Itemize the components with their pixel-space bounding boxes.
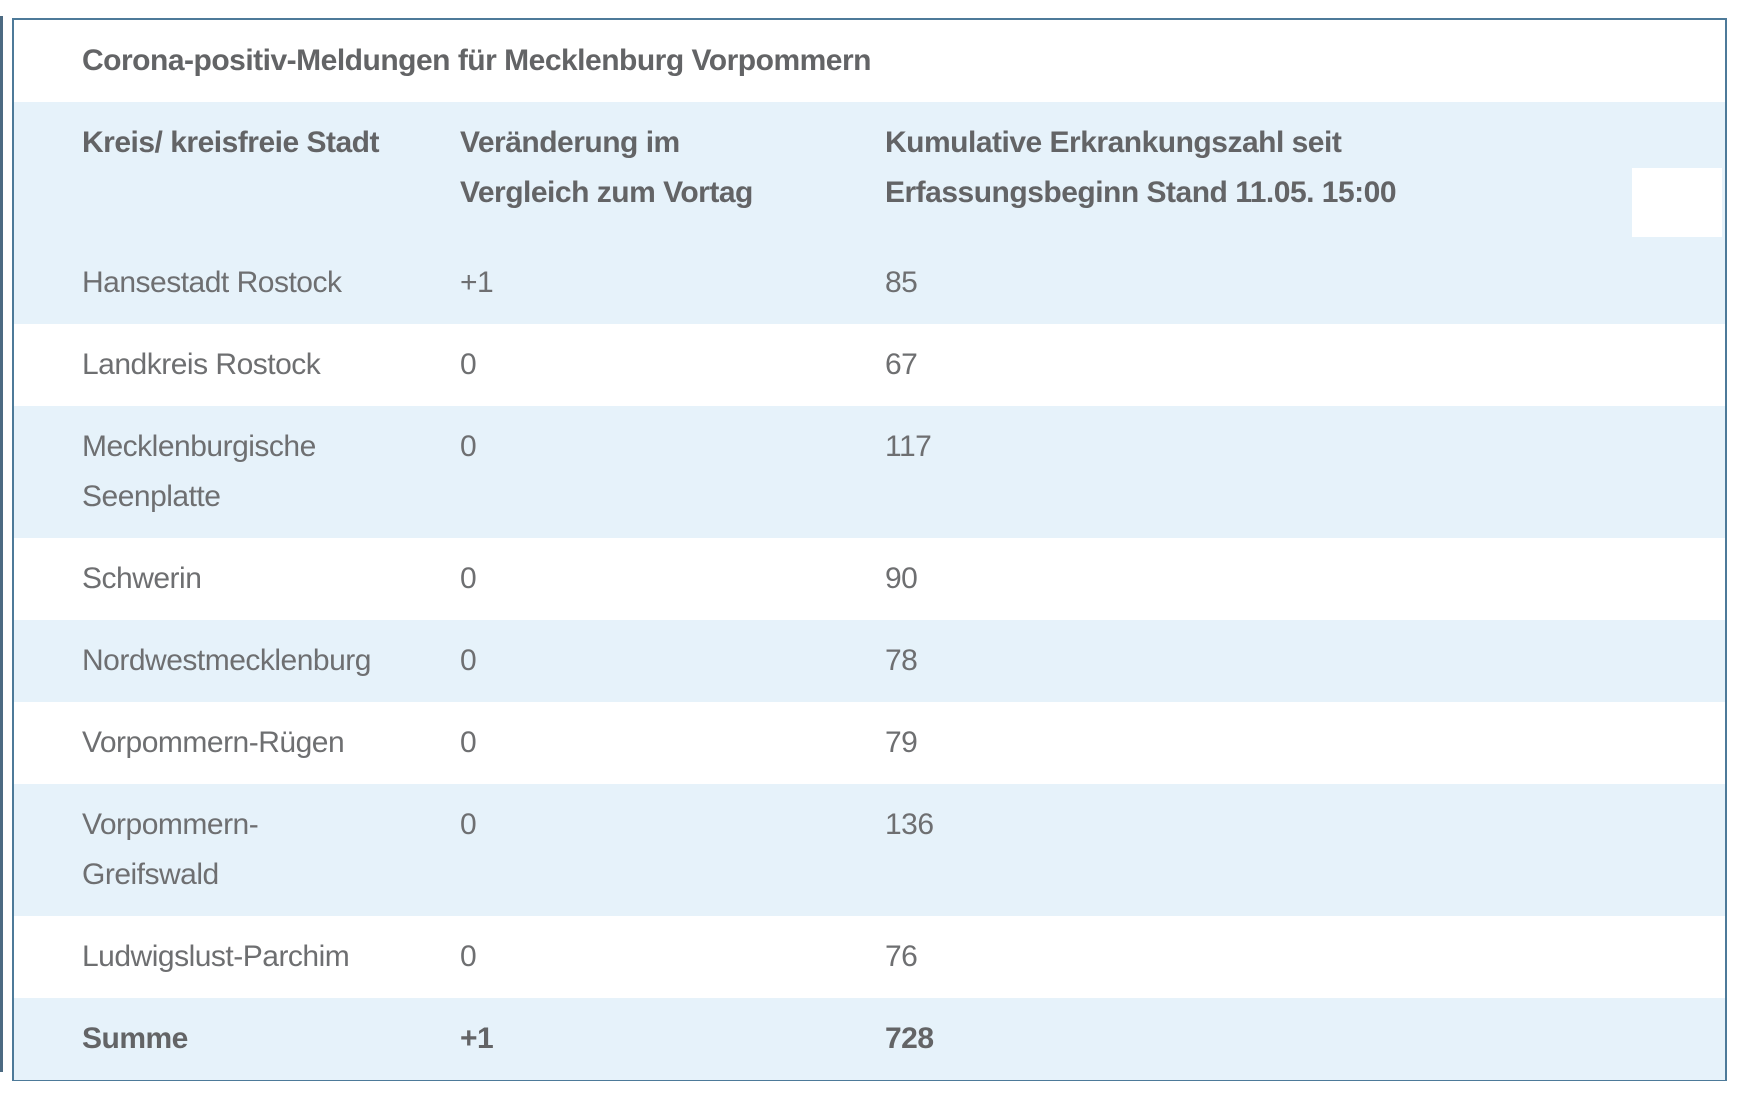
total-row-change: +1	[460, 998, 885, 1080]
viewport-edge-border	[0, 16, 3, 1072]
region-cell: Hansestadt Rostock	[14, 242, 460, 324]
region-cell: Mecklenburgische Seenplatte	[14, 406, 460, 538]
change-cell: 0	[460, 538, 885, 620]
cumulative-cell: 76	[885, 916, 1725, 998]
total-row-cumulative: 728	[885, 998, 1725, 1080]
cumulative-cell: 117	[885, 406, 1725, 538]
table-row: Landkreis Rostock 0 67	[14, 324, 1725, 406]
region-cell: Vorpommern- Greifswald	[14, 784, 460, 916]
table-row: Nordwestmecklenburg 0 78	[14, 620, 1725, 702]
change-cell: 0	[460, 702, 885, 784]
table-row: Hansestadt Rostock +1 85	[14, 242, 1725, 324]
change-cell: +1	[460, 242, 885, 324]
region-cell: Vorpommern-Rügen	[14, 702, 460, 784]
region-cell: Ludwigslust-Parchim	[14, 916, 460, 998]
total-row: Summe +1 728	[14, 998, 1725, 1080]
column-header-region: Kreis/ kreisfreie Stadt	[14, 102, 460, 242]
table-row: Vorpommern-Rügen 0 79	[14, 702, 1725, 784]
table-body: Hansestadt Rostock +1 85 Landkreis Rosto…	[14, 242, 1725, 1080]
table-title: Corona-positiv-Meldungen für Mecklenburg…	[14, 20, 1725, 102]
column-header-cumulative: Kumulative Erkrankungszahl seit Erfassung…	[885, 102, 1725, 242]
cumulative-cell: 136	[885, 784, 1725, 916]
cumulative-cell: 67	[885, 324, 1725, 406]
change-cell: 0	[460, 406, 885, 538]
header-overlay-box	[1632, 168, 1722, 237]
region-cell: Schwerin	[14, 538, 460, 620]
cumulative-cell: 79	[885, 702, 1725, 784]
cumulative-cell: 78	[885, 620, 1725, 702]
corona-table: Corona-positiv-Meldungen für Mecklenburg…	[14, 20, 1725, 1080]
table-row: Mecklenburgische Seenplatte 0 117	[14, 406, 1725, 538]
region-cell: Nordwestmecklenburg	[14, 620, 460, 702]
column-header-change: Veränderung im Vergleich zum Vortag	[460, 102, 885, 242]
table-row: Schwerin 0 90	[14, 538, 1725, 620]
region-cell: Landkreis Rostock	[14, 324, 460, 406]
total-row-region: Summe	[14, 998, 460, 1080]
table-title-row: Corona-positiv-Meldungen für Mecklenburg…	[14, 20, 1725, 102]
table-row: Ludwigslust-Parchim 0 76	[14, 916, 1725, 998]
change-cell: 0	[460, 784, 885, 916]
cumulative-cell: 90	[885, 538, 1725, 620]
corona-table-card: Corona-positiv-Meldungen für Mecklenburg…	[12, 18, 1727, 1081]
cumulative-cell: 85	[885, 242, 1725, 324]
change-cell: 0	[460, 620, 885, 702]
table-head: Corona-positiv-Meldungen für Mecklenburg…	[14, 20, 1725, 242]
table-header-row: Kreis/ kreisfreie Stadt Veränderung im Ve…	[14, 102, 1725, 242]
change-cell: 0	[460, 916, 885, 998]
table-row: Vorpommern- Greifswald 0 136	[14, 784, 1725, 916]
change-cell: 0	[460, 324, 885, 406]
